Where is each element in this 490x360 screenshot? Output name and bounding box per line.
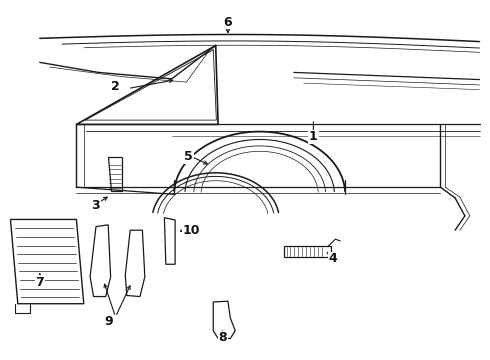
Text: 2: 2	[111, 80, 120, 93]
Text: 9: 9	[104, 315, 113, 328]
Text: 7: 7	[35, 276, 44, 289]
Text: 6: 6	[223, 16, 232, 29]
Polygon shape	[213, 301, 235, 338]
Text: 8: 8	[219, 331, 227, 344]
Polygon shape	[10, 220, 84, 304]
Text: 10: 10	[182, 224, 200, 237]
Text: 5: 5	[184, 150, 193, 163]
Text: 4: 4	[329, 252, 337, 265]
Text: 1: 1	[309, 130, 318, 144]
Polygon shape	[125, 230, 145, 297]
Text: 3: 3	[92, 199, 100, 212]
Polygon shape	[164, 218, 175, 264]
Polygon shape	[108, 157, 122, 191]
Polygon shape	[90, 225, 111, 297]
FancyBboxPatch shape	[284, 246, 331, 257]
